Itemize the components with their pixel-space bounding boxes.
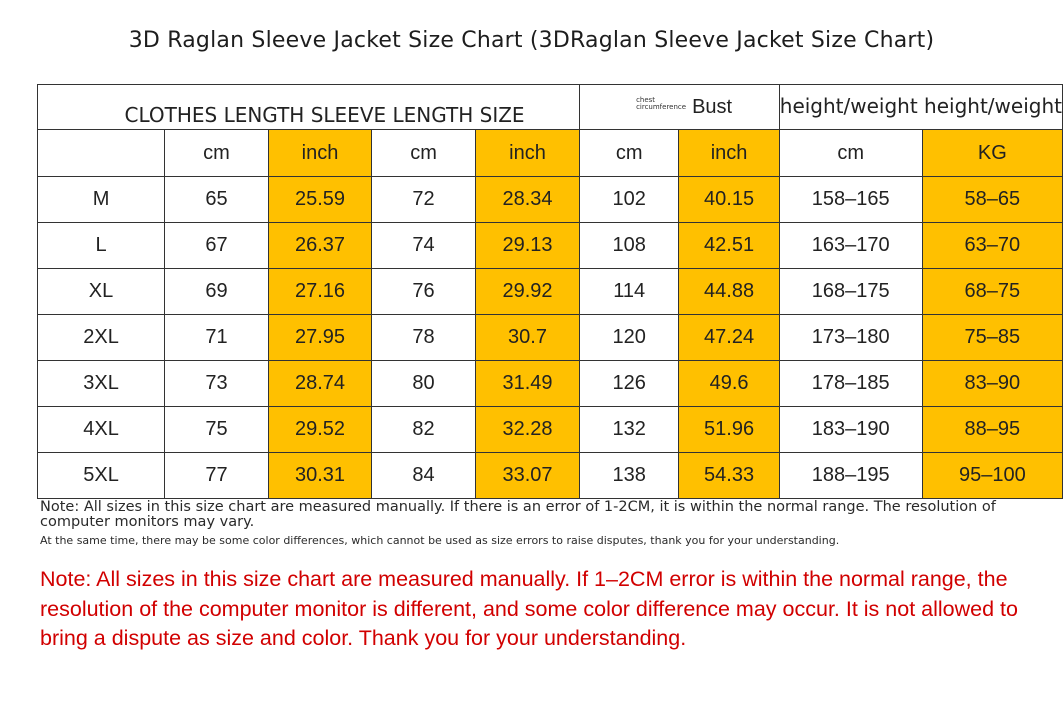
table-row: L 67 26.37 74 29.13 108 42.51 163–170 63… xyxy=(36,222,1063,269)
data-cell: 163–170 xyxy=(778,222,923,269)
data-cell: 102 xyxy=(579,176,680,223)
data-cell: 173–180 xyxy=(778,314,923,361)
data-cell: 83–90 xyxy=(921,360,1063,407)
table-row: 4XL 75 29.52 82 32.28 132 51.96 183–190 … xyxy=(36,406,1063,453)
data-cell: 67 xyxy=(164,222,269,269)
data-cell: 120 xyxy=(579,314,680,361)
chest-circumference-note: chest circumference xyxy=(636,96,687,111)
size-cell: 2XL xyxy=(36,314,166,361)
data-cell: 132 xyxy=(579,406,680,453)
data-cell: 178–185 xyxy=(778,360,923,407)
data-cell: 33.07 xyxy=(474,452,581,499)
data-cell: 80 xyxy=(371,360,476,407)
size-cell: 3XL xyxy=(36,360,166,407)
color-difference-note: At the same time, there may be some colo… xyxy=(40,534,840,547)
data-cell: 69 xyxy=(164,268,269,315)
bust-header: chest circumference Bust xyxy=(579,84,780,130)
data-cell: 27.95 xyxy=(267,314,373,361)
data-cell: 138 xyxy=(579,452,680,499)
chart-title: 3D Raglan Sleeve Jacket Size Chart (3DRa… xyxy=(128,28,935,53)
table-row: 5XL 77 30.31 84 33.07 138 54.33 188–195 … xyxy=(36,452,1063,499)
bust-label: Bust xyxy=(692,96,733,118)
data-cell: 72 xyxy=(371,176,476,223)
data-cell: 95–100 xyxy=(921,452,1063,499)
data-cell: 77 xyxy=(164,452,269,499)
unit-cell: inch xyxy=(678,129,780,177)
data-cell: 30.7 xyxy=(474,314,581,361)
measurement-note: Note: All sizes in this size chart are m… xyxy=(40,499,996,530)
data-cell: 54.33 xyxy=(678,452,780,499)
data-cell: 78 xyxy=(371,314,476,361)
length-size-header: CLOTHES LENGTH SLEEVE LENGTH SIZE xyxy=(36,84,581,130)
unit-cell: KG xyxy=(921,129,1063,177)
data-cell: 76 xyxy=(371,268,476,315)
data-cell: 58–65 xyxy=(921,176,1063,223)
data-cell: 32.28 xyxy=(474,406,581,453)
size-cell: 5XL xyxy=(36,452,166,499)
table-row: 3XL 73 28.74 80 31.49 126 49.6 178–185 8… xyxy=(36,360,1063,407)
data-cell: 31.49 xyxy=(474,360,581,407)
red-warning-note: Note: All sizes in this size chart are m… xyxy=(40,567,1018,650)
header-row-labels: CLOTHES LENGTH SLEEVE LENGTH SIZE chest … xyxy=(36,84,1063,130)
data-cell: 168–175 xyxy=(778,268,923,315)
data-cell: 84 xyxy=(371,452,476,499)
table-row: XL 69 27.16 76 29.92 114 44.88 168–175 6… xyxy=(36,268,1063,315)
data-cell: 29.52 xyxy=(267,406,373,453)
height-weight-header: height/weight height/weight xyxy=(778,84,1063,130)
data-cell: 51.96 xyxy=(678,406,780,453)
data-cell: 29.92 xyxy=(474,268,581,315)
size-cell: L xyxy=(36,222,166,269)
data-cell: 28.74 xyxy=(267,360,373,407)
data-cell: 74 xyxy=(371,222,476,269)
unit-cell: cm xyxy=(778,129,923,177)
size-cell: M xyxy=(36,176,166,223)
data-cell: 82 xyxy=(371,406,476,453)
data-cell: 44.88 xyxy=(678,268,780,315)
data-cell: 188–195 xyxy=(778,452,923,499)
height-weight-label: height/weight height/weight xyxy=(779,94,1062,118)
data-cell: 47.24 xyxy=(678,314,780,361)
data-cell: 68–75 xyxy=(921,268,1063,315)
data-cell: 126 xyxy=(579,360,680,407)
unit-cell: inch xyxy=(267,129,373,177)
unit-cell: cm xyxy=(579,129,680,177)
unit-cell: cm xyxy=(371,129,476,177)
data-cell: 26.37 xyxy=(267,222,373,269)
data-cell: 75–85 xyxy=(921,314,1063,361)
data-cell: 27.16 xyxy=(267,268,373,315)
data-cell: 183–190 xyxy=(778,406,923,453)
header-row-units: cm inch cm inch cm inch cm KG xyxy=(36,129,1063,177)
data-cell: 25.59 xyxy=(267,176,373,223)
data-cell: 29.13 xyxy=(474,222,581,269)
size-chart-table: CLOTHES LENGTH SLEEVE LENGTH SIZE chest … xyxy=(36,84,1063,499)
data-cell: 73 xyxy=(164,360,269,407)
data-cell: 65 xyxy=(164,176,269,223)
size-cell: 4XL xyxy=(36,406,166,453)
size-cell: XL xyxy=(36,268,166,315)
data-cell: 71 xyxy=(164,314,269,361)
length-size-label: CLOTHES LENGTH SLEEVE LENGTH SIZE xyxy=(124,103,525,127)
data-cell: 30.31 xyxy=(267,452,373,499)
data-cell: 114 xyxy=(579,268,680,315)
table-row: M 65 25.59 72 28.34 102 40.15 158–165 58… xyxy=(36,176,1063,223)
unit-cell: inch xyxy=(474,129,581,177)
data-cell: 63–70 xyxy=(921,222,1063,269)
data-cell: 42.51 xyxy=(678,222,780,269)
data-cell: 158–165 xyxy=(778,176,923,223)
data-cell: 88–95 xyxy=(921,406,1063,453)
data-cell: 75 xyxy=(164,406,269,453)
data-cell: 49.6 xyxy=(678,360,780,407)
data-cell: 40.15 xyxy=(678,176,780,223)
data-cell: 28.34 xyxy=(474,176,581,223)
data-cell: 108 xyxy=(579,222,680,269)
unit-cell-empty xyxy=(36,129,166,177)
unit-cell: cm xyxy=(164,129,269,177)
table-row: 2XL 71 27.95 78 30.7 120 47.24 173–180 7… xyxy=(36,314,1063,361)
